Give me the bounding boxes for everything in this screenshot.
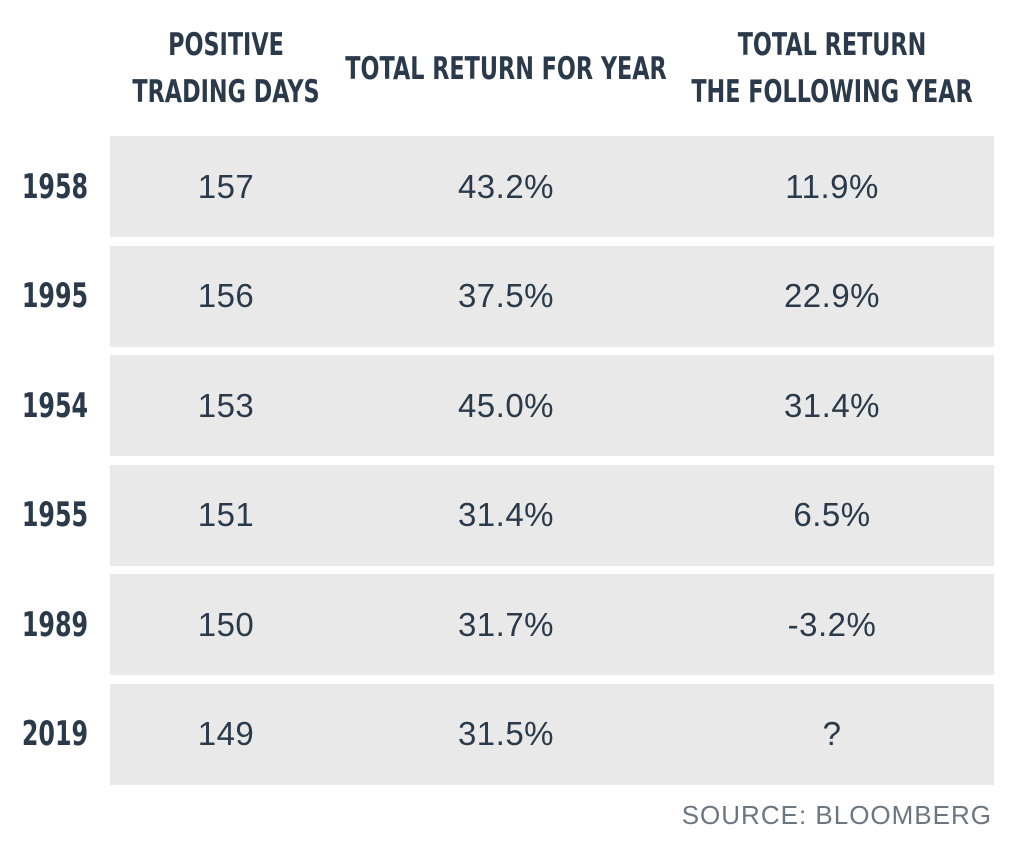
- column-header-total-return-following-year: TOTAL RETURN THE FOLLOWING YEAR: [691, 14, 972, 124]
- column-header-total-return-for-year: TOTAL RETURN FOR YEAR: [345, 14, 666, 124]
- cell-total-return-following-year: ?: [822, 715, 842, 752]
- cell-total-return-following-year: 22.9%: [783, 277, 881, 314]
- column-header-line: TOTAL RETURN FOR YEAR: [345, 50, 667, 87]
- row-year-label: 2019: [21, 714, 89, 754]
- column-header-line: POSITIVE: [168, 27, 284, 63]
- row-background: [110, 464, 994, 566]
- column-header-positive-trading-days: POSITIVE TRADING DAYS: [132, 14, 319, 124]
- row-background: [110, 574, 994, 675]
- table-header: POSITIVE TRADING DAYS TOTAL RETURN FOR Y…: [0, 14, 1024, 124]
- cell-total-return-for-year: 37.5%: [457, 277, 555, 314]
- row-background: [110, 355, 994, 456]
- row-year-label: 1955: [21, 495, 89, 535]
- cell-positive-trading-days: 156: [197, 277, 255, 314]
- row-year-label: 1958: [21, 166, 89, 207]
- cell-total-return-for-year: 31.4%: [457, 496, 555, 533]
- table-row: 1989 150 31.7% -3.2%: [0, 574, 1024, 675]
- source-note: SOURCE: BLOOMBERG: [681, 800, 992, 830]
- table-row: 2019 149 31.5%?: [0, 683, 1024, 785]
- column-header-line: TRADING DAYS: [132, 74, 320, 110]
- cell-total-return-following-year: 31.4%: [783, 386, 881, 424]
- table-row: 1955 151 31.4% 6.5%: [0, 464, 1024, 566]
- column-header-line: THE FOLLOWING YEAR: [691, 74, 973, 110]
- cell-total-return-for-year: 43.2%: [457, 167, 555, 205]
- cell-total-return-for-year: 31.5%: [457, 715, 555, 752]
- row-background: [110, 136, 994, 237]
- row-year-label: 1989: [21, 604, 89, 645]
- column-header-line: TOTAL RETURN: [737, 27, 927, 63]
- cell-total-return-following-year: 6.5%: [793, 496, 871, 533]
- cell-positive-trading-days: 151: [197, 496, 255, 533]
- cell-positive-trading-days: 149: [197, 715, 255, 752]
- row-background: [110, 683, 994, 785]
- table-row: 1995 156 37.5% 22.9%: [0, 245, 1024, 347]
- cell-positive-trading-days: 153: [197, 386, 255, 424]
- cell-total-return-for-year: 31.7%: [457, 605, 555, 643]
- cell-positive-trading-days: 150: [197, 605, 255, 643]
- cell-total-return-following-year: 11.9%: [785, 167, 879, 205]
- table-row: 1954 153 45.0% 31.4%: [0, 355, 1024, 456]
- row-year-label: 1954: [21, 385, 89, 426]
- cell-total-return-following-year: -3.2%: [787, 605, 877, 643]
- row-background: [110, 245, 994, 347]
- table-row: 1958 157 43.2% 11.9%: [0, 136, 1024, 237]
- row-year-label: 1995: [21, 276, 89, 316]
- cell-total-return-for-year: 45.0%: [457, 386, 555, 424]
- cell-positive-trading-days: 157: [197, 167, 255, 205]
